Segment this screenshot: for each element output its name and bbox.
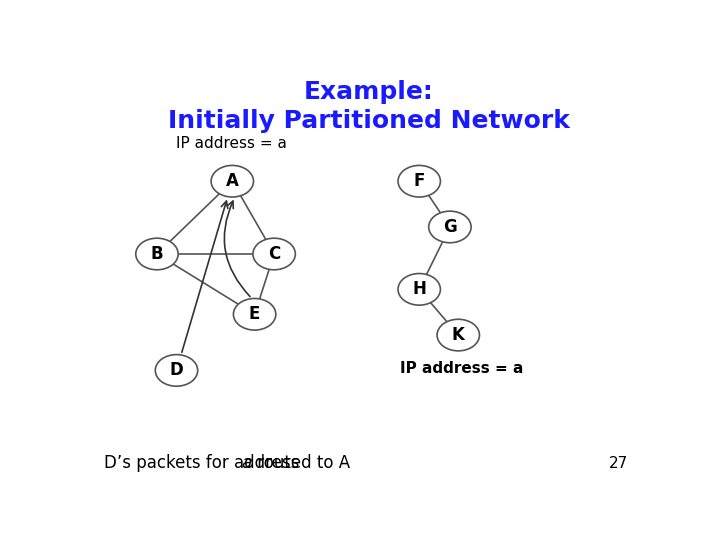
Circle shape	[211, 165, 253, 197]
Text: F: F	[413, 172, 425, 190]
Circle shape	[253, 238, 295, 270]
Circle shape	[398, 274, 441, 305]
Text: K: K	[452, 326, 464, 344]
Text: B: B	[150, 245, 163, 263]
Text: IP address = a: IP address = a	[176, 136, 287, 151]
Text: routed to A: routed to A	[252, 454, 350, 472]
Text: H: H	[413, 280, 426, 298]
Circle shape	[136, 238, 178, 270]
Text: Example:: Example:	[304, 80, 434, 104]
Text: D’s packets for address: D’s packets for address	[104, 454, 305, 472]
Text: A: A	[226, 172, 239, 190]
Text: G: G	[443, 218, 456, 236]
Text: Initially Partitioned Network: Initially Partitioned Network	[168, 109, 570, 133]
Circle shape	[156, 355, 198, 386]
Circle shape	[437, 319, 480, 351]
Text: IP address = a: IP address = a	[400, 361, 523, 376]
Text: D: D	[170, 361, 184, 380]
Circle shape	[398, 165, 441, 197]
Text: C: C	[268, 245, 280, 263]
Text: a: a	[242, 454, 252, 472]
Text: 27: 27	[609, 456, 629, 471]
Circle shape	[428, 211, 471, 243]
Text: E: E	[249, 305, 261, 323]
Circle shape	[233, 299, 276, 330]
